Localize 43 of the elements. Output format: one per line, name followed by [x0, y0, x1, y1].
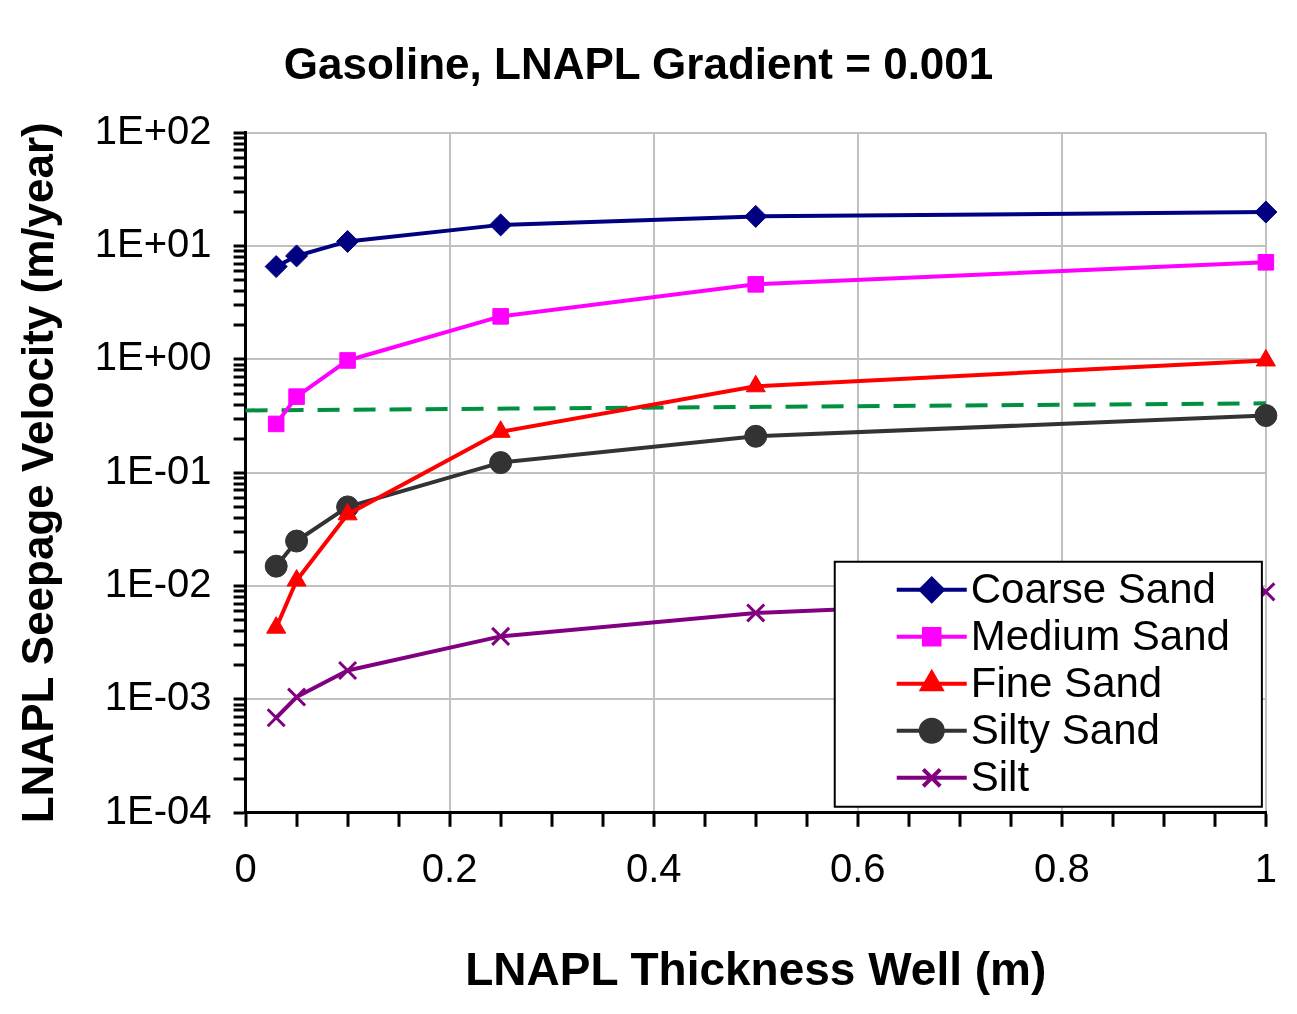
point: [745, 602, 766, 623]
x-tick-label: 0: [234, 845, 257, 890]
y-tick-label: 1E-03: [104, 674, 212, 719]
point: [264, 255, 288, 279]
x-tick-label: 0.4: [625, 845, 682, 890]
point: [336, 229, 360, 253]
point: [490, 626, 511, 647]
point: [1257, 254, 1275, 271]
x-tick-label: 1: [1254, 845, 1277, 890]
point: [489, 213, 513, 237]
y-axis-title: LNAPL Seepage Velocity (m/year): [12, 122, 62, 824]
legend-label: Medium Sand: [970, 612, 1230, 660]
x-tick-label: 0.6: [829, 845, 886, 890]
point: [744, 424, 768, 448]
legend-label: Silt: [970, 753, 1030, 801]
point: [339, 352, 356, 369]
x-tick-label: 0.8: [1034, 845, 1090, 890]
point: [1254, 404, 1278, 428]
legend-label: Silty Sand: [970, 706, 1160, 754]
legend-label: Coarse Sand: [970, 565, 1216, 613]
y-tick-label: 1E+02: [94, 107, 212, 152]
point: [492, 308, 509, 325]
point: [285, 529, 309, 553]
chart-title: Gasoline, LNAPL Gradient = 0.001: [283, 38, 994, 88]
x-tick-label: 0.2: [421, 845, 478, 890]
point: [266, 707, 287, 728]
point: [747, 276, 765, 293]
y-tick-label: 1E-01: [104, 447, 212, 492]
x-axis-title: LNAPL Thickness Well (m): [465, 943, 1047, 996]
point: [267, 415, 285, 433]
point: [1254, 200, 1278, 224]
y-tick-label: 1E-02: [104, 561, 212, 606]
y-tick-label: 1E+00: [94, 334, 212, 379]
y-tick-label: 1E+01: [94, 221, 212, 266]
point: [744, 204, 768, 228]
point: [285, 244, 309, 268]
point: [489, 451, 513, 475]
point: [288, 388, 305, 405]
point: [286, 687, 307, 708]
point: [264, 554, 288, 578]
y-tick-label: 1E-04: [104, 787, 212, 832]
legend-label: Fine Sand: [970, 659, 1163, 707]
point: [337, 660, 358, 681]
